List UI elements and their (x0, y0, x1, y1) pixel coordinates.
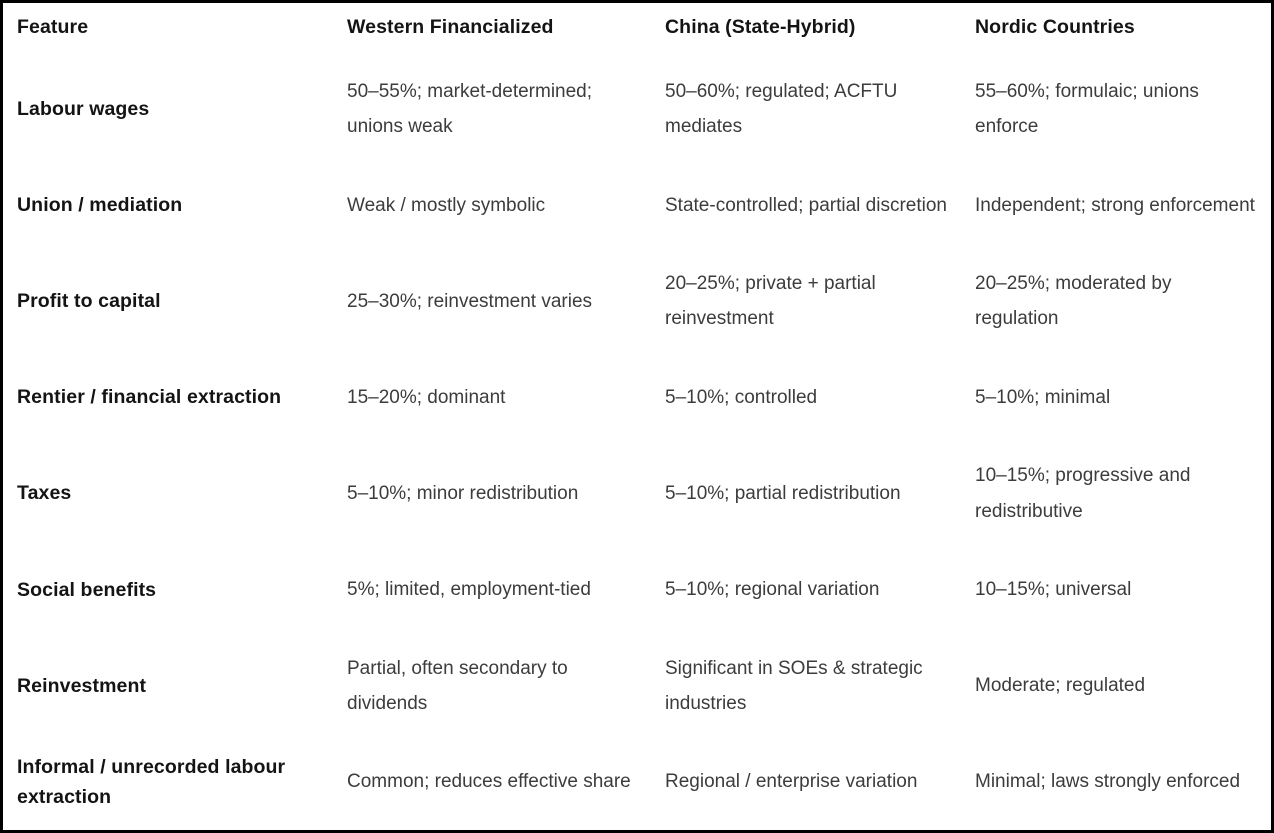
cell-nordic: 10–15%; universal (975, 579, 1132, 601)
table-row: Union / mediation Weak / mostly symbolic S… (3, 157, 1271, 253)
column-header-western-financialized: Western Financialized (347, 16, 554, 38)
cell-western: Common; reduces effective share (347, 771, 631, 793)
cell-china: Regional / enterprise variation (665, 771, 918, 793)
cell-nordic: 10–15%; progressive and redistributive (975, 465, 1191, 522)
table-body: Labour wages 50–55%; market-determined; u… (3, 61, 1271, 830)
cell-western: 5–10%; minor redistribution (347, 482, 579, 504)
table-row: Rentier / financial extraction 15–20%; do… (3, 349, 1271, 445)
cell-western: 50–55%; market-determined; unions weak (347, 80, 593, 138)
table-row: Reinvestment Partial, often secondary to … (3, 638, 1271, 734)
column-header-nordic-countries: Nordic Countries (975, 16, 1135, 38)
cell-china: 5–10%; controlled (665, 386, 818, 408)
cell-china: 5–10%; partial redistribution (665, 482, 901, 504)
cell-nordic: 5–10%; minimal (975, 386, 1111, 408)
cell-western: Weak / mostly symbolic (347, 194, 546, 216)
row-feature-label: Labour wages (17, 97, 150, 120)
row-feature-label: Union / mediation (17, 194, 183, 217)
row-feature-label: Social benefits (17, 578, 157, 601)
table-row: Profit to capital 25–30%; reinvestment va… (3, 253, 1271, 349)
cell-nordic: 20–25%; moderated by regulation (975, 273, 1172, 330)
row-feature-label: Rentier / financial extraction (17, 386, 282, 409)
cell-nordic: Minimal; laws strongly enforced (975, 771, 1241, 793)
row-feature-label: Taxes (17, 482, 72, 505)
cell-western: 5%; limited, employment-tied (347, 579, 591, 601)
table-row: Social benefits 5%; limited, employment-t… (3, 542, 1271, 638)
cell-china: Significant in SOEs & strategic industri… (665, 657, 923, 714)
comparison-table: Feature Western Financialized China (Sta… (3, 3, 1271, 830)
cell-western: 15–20%; dominant (347, 386, 506, 408)
cell-china: 50–60%; regulated; ACFTU mediates (665, 80, 898, 138)
column-header-feature: Feature (17, 16, 89, 38)
column-header-china-state-hybrid: China (State-Hybrid) (665, 16, 856, 38)
cell-nordic: Moderate; regulated (975, 675, 1146, 697)
row-feature-label: Informal / unrecorded labour extraction (17, 755, 286, 808)
cell-china: 5–10%; regional variation (665, 579, 880, 601)
cell-western: Partial, often secondary to dividends (347, 657, 568, 714)
row-feature-label: Profit to capital (17, 290, 161, 313)
cell-nordic: 55–60%; formulaic; unions enforce (975, 80, 1199, 138)
row-feature-label: Reinvestment (17, 674, 147, 697)
cell-china: State-controlled; partial discretion (665, 194, 947, 216)
cell-nordic: Independent; strong enforcement (975, 194, 1255, 216)
table-row: Informal / unrecorded labour extraction C… (3, 734, 1271, 830)
table-row: Taxes 5–10%; minor redistribution 5–10%; p… (3, 446, 1271, 542)
table-header-row: Feature Western Financialized China (Sta… (3, 3, 1271, 61)
table-row: Labour wages 50–55%; market-determined; u… (3, 61, 1271, 157)
cell-china: 20–25%; private + partial reinvestment (665, 273, 876, 330)
cell-western: 25–30%; reinvestment varies (347, 290, 593, 312)
